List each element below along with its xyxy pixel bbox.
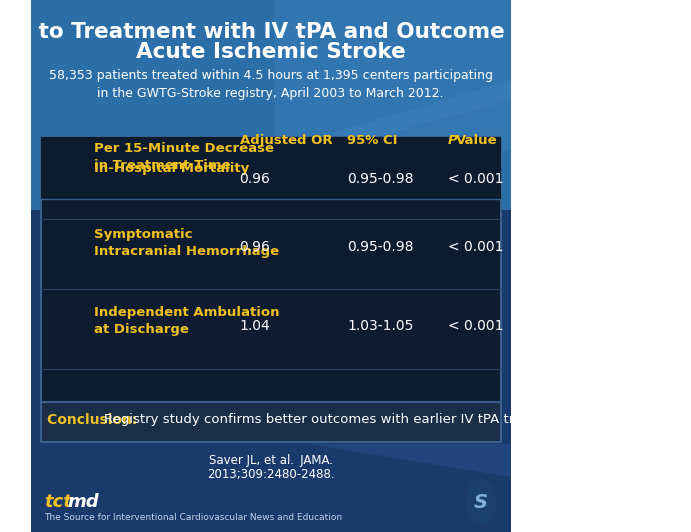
Text: Saver JL, et al.  JAMA.: Saver JL, et al. JAMA. [209, 454, 333, 467]
Text: 2013;309:2480-2488.: 2013;309:2480-2488. [207, 468, 334, 481]
Text: Acute Ischemic Stroke: Acute Ischemic Stroke [136, 42, 406, 62]
Text: 0.96: 0.96 [240, 172, 270, 186]
Text: In-Hospital Mortality: In-Hospital Mortality [94, 162, 249, 175]
Circle shape [466, 480, 496, 524]
Text: 58,353 patients treated within 4.5 hours at 1,395 centers participating
in the G: 58,353 patients treated within 4.5 hours… [49, 69, 493, 100]
Polygon shape [309, 444, 511, 477]
Text: S: S [474, 493, 488, 511]
Text: < 0.001: < 0.001 [448, 240, 503, 254]
Text: Value: Value [456, 134, 498, 147]
FancyBboxPatch shape [41, 402, 501, 442]
Text: Symptomatic
Intracranial Hemorrhage: Symptomatic Intracranial Hemorrhage [94, 228, 279, 258]
Text: Independent Ambulation
at Discharge: Independent Ambulation at Discharge [94, 306, 279, 336]
Text: 0.95-0.98: 0.95-0.98 [347, 172, 413, 186]
Text: Adjusted OR: Adjusted OR [240, 134, 332, 147]
Text: P: P [448, 134, 462, 147]
Text: 1.03-1.05: 1.03-1.05 [347, 319, 413, 333]
Text: 0.96: 0.96 [240, 240, 270, 254]
Polygon shape [309, 80, 511, 210]
Text: Per 15-Minute Decrease
in Treatment Time: Per 15-Minute Decrease in Treatment Time [94, 142, 274, 172]
Polygon shape [274, 0, 511, 165]
Text: tct: tct [44, 493, 72, 511]
FancyBboxPatch shape [31, 444, 511, 532]
Text: Time to Treatment with IV tPA and Outcome from: Time to Treatment with IV tPA and Outcom… [0, 22, 569, 42]
Text: The Source for Interventional Cardiovascular News and Education: The Source for Interventional Cardiovasc… [44, 513, 342, 522]
Text: 95% CI: 95% CI [347, 134, 397, 147]
Text: < 0.001: < 0.001 [448, 172, 503, 186]
Text: Registry study confirms better outcomes with earlier IV tPA treatment after stro: Registry study confirms better outcomes … [104, 413, 691, 427]
FancyBboxPatch shape [31, 210, 511, 532]
FancyBboxPatch shape [41, 137, 501, 199]
Text: md: md [68, 493, 99, 511]
Text: Conclusion:: Conclusion: [46, 413, 142, 427]
Text: 1.04: 1.04 [240, 319, 270, 333]
FancyBboxPatch shape [41, 152, 500, 218]
Text: < 0.001: < 0.001 [448, 319, 503, 333]
Text: 0.95-0.98: 0.95-0.98 [347, 240, 413, 254]
FancyBboxPatch shape [41, 137, 501, 402]
FancyBboxPatch shape [41, 296, 500, 368]
FancyBboxPatch shape [31, 0, 511, 210]
